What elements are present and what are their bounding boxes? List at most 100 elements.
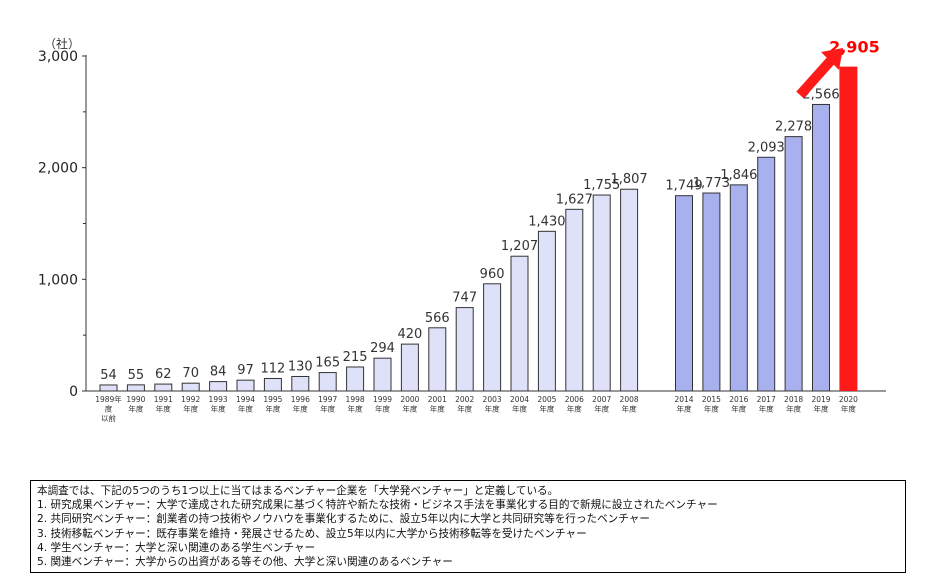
y-tick-label: 0 [69,384,78,400]
x-tick-label: 年度 [539,404,554,414]
x-tick-label: 年度 [238,404,253,414]
bar-value-label: 420 [397,327,422,342]
bar-value-label: 566 [425,311,450,326]
bar-value-label: 70 [182,366,199,381]
bar [346,366,365,392]
bar [291,375,310,392]
bar-value-label: 1,430 [528,214,565,229]
x-tick-label: 2016 [729,395,748,404]
x-tick-label: 1996 [291,395,310,404]
bar [592,194,611,392]
bar-value-label: 1,627 [556,192,593,207]
x-tick-label: 年度 [375,404,390,414]
bar [428,327,447,392]
bar [702,192,721,392]
bar [154,383,173,392]
bar [373,357,392,392]
bar [675,195,693,392]
x-tick-label: 年度 [841,404,856,414]
y-tick-label: 1,000 [38,272,78,288]
x-tick-label: 2018 [784,395,803,404]
bar-value-label: 1,846 [720,168,757,183]
x-tick-label: 1997 [318,395,337,404]
bar [729,184,748,392]
note-item-3: 3. 技術移転ベンチャー：既存事業を維持・発展させるため、設立5年以内に大学から… [37,527,587,540]
x-tick-label: 年度 [731,404,746,414]
x-tick-label: 1992 [181,395,200,404]
note-item-5: 5. 関連ベンチャー：大学からの出資がある等その他、大学と深い関連のあるベンチャ… [37,556,453,569]
x-tick-label: 年度 [183,404,198,414]
y-tick-label: 2,000 [38,161,78,177]
bar-value-label: 165 [315,356,340,371]
x-tick-label: 2003 [483,395,502,404]
bar-value-label: 215 [343,350,368,365]
x-tick-label: 年度 [128,404,143,414]
bar [181,382,200,392]
bar-value-label: 62 [155,367,172,382]
bar-value-label: 294 [370,341,395,356]
bar-value-label: 2,566 [802,87,839,102]
bar [126,384,145,392]
bar [620,188,639,392]
x-tick-label: 年度 [567,404,582,414]
bar [483,283,502,392]
definition-note-box: 本調査では、下記の5つのうち1つ以上に当てはまるベンチャー企業を「大学発ベンチャ… [30,480,906,573]
note-item-2: 2. 共同研究ベンチャー：創業者の持つ技術やノウハウを事業化するために、設立5年… [37,513,650,526]
bar [839,66,858,391]
x-tick-label: 1999 [373,395,392,404]
x-tick-label: 2001 [428,395,447,404]
bar-value-label: 1,807 [610,172,647,187]
bar-chart: （社）01,0002,0003,000541989年度以前551990年度621… [38,36,886,423]
bar [510,255,529,392]
x-tick-label: 2020 [839,395,858,404]
y-tick-label: 3,000 [38,49,78,65]
bar-value-label: 130 [288,359,313,374]
bar-value-label: 97 [237,363,254,378]
x-tick-label: 1993 [209,395,228,404]
bar-value-label: 112 [260,361,285,376]
x-tick-label: 年度 [457,404,472,414]
bar-value-label: 1,755 [583,178,620,193]
bar [565,208,584,392]
x-tick-label: 年度 [786,404,801,414]
bar [757,156,776,392]
x-tick-label: 年度 [156,404,171,414]
bar [784,136,803,392]
x-tick-label: 2005 [537,395,556,404]
bar-value-label: 2,278 [775,120,812,135]
bar-value-label: 84 [210,365,227,380]
x-tick-label: 年度 [512,404,527,414]
bar [318,372,337,392]
bar-value-label: 55 [128,368,145,383]
x-tick-label: 2014 [674,395,693,404]
x-tick-label: 年度 [622,404,637,414]
x-tick-label: 年度 [293,404,308,414]
x-tick-label: 2008 [620,395,639,404]
x-tick-label: 1991 [154,395,173,404]
growth-arrow-head [821,48,843,70]
x-tick-label: 度 [105,404,113,414]
y-unit-label: （社） [44,36,80,51]
x-tick-label: 2015 [702,395,721,404]
bar [209,381,228,392]
x-tick-label: 2006 [565,395,584,404]
x-tick-label: 年度 [320,404,335,414]
x-tick-label: 1995 [263,395,282,404]
bar-value-label: 1,773 [693,176,730,191]
x-tick-label: 1994 [236,395,255,404]
bar-value-label: 1,207 [501,239,538,254]
bar-value-label: 2,093 [748,140,785,155]
x-tick-label: 2007 [592,395,611,404]
growth-arrow-shaft [796,53,838,99]
note-item-4: 4. 学生ベンチャー：大学と深い関連のある学生ベンチャー [37,541,316,554]
x-tick-label: 年度 [594,404,609,414]
x-tick-label: 年度 [265,404,280,414]
x-tick-label: 年度 [430,404,445,414]
x-tick-label: 1990 [126,395,145,404]
bar [455,307,474,392]
bar-value-label: 1,749 [665,179,702,194]
bar [812,103,830,392]
x-tick-label: 2002 [455,395,474,404]
x-tick-label: 年度 [485,404,500,414]
bar [263,377,282,392]
